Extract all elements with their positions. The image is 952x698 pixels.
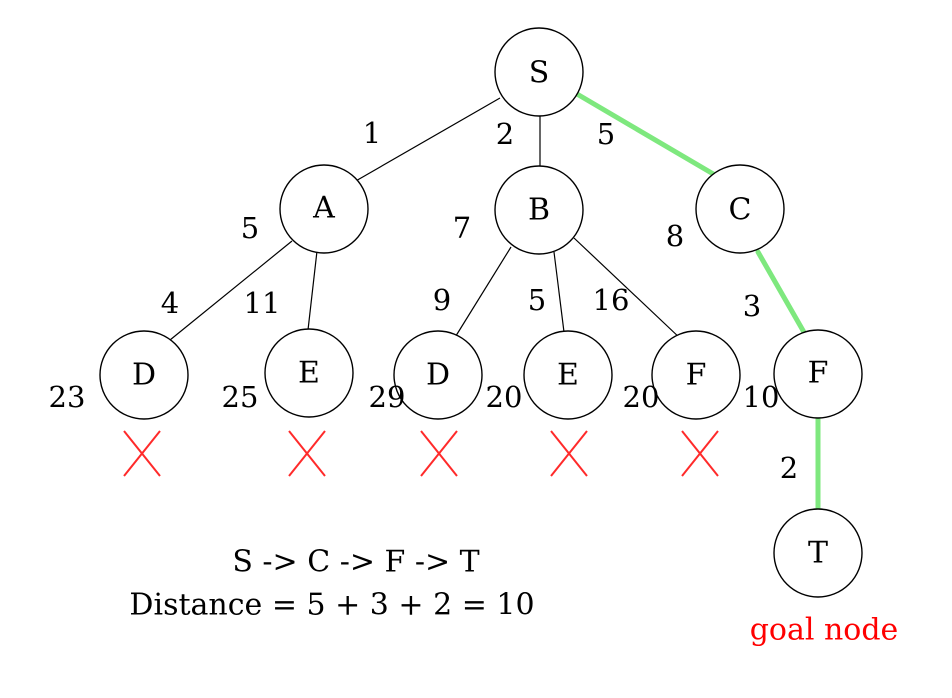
node-s-label: S — [529, 56, 550, 91]
goal-node-label: goal node — [750, 613, 899, 648]
node-e-2-label: E — [557, 358, 579, 393]
pruned-x-icon — [681, 430, 719, 477]
edge-cost-b-e: 5 — [528, 283, 546, 317]
node-f-2: F — [773, 329, 863, 419]
node-e-2: E — [523, 330, 613, 420]
pruned-marks — [123, 430, 719, 477]
node-t: T — [773, 508, 863, 598]
path-cost-c: 8 — [666, 219, 684, 253]
nodes: S A B C D E D E — [99, 27, 863, 598]
pruned-x-icon — [420, 430, 458, 477]
pruned-x-icon — [550, 430, 588, 477]
edge-cost-f-t: 2 — [780, 451, 798, 485]
node-a: A — [279, 164, 369, 254]
edge-b-d — [453, 246, 512, 340]
path-cost-a: 5 — [241, 211, 259, 245]
pruned-x-icon — [123, 430, 161, 477]
pruned-x-icon — [288, 430, 326, 477]
path-cost-e-1: 25 — [222, 380, 259, 414]
node-d-2: D — [393, 330, 483, 420]
edge-cost-b-f: 16 — [593, 283, 630, 317]
edge-b-f — [573, 237, 683, 341]
edge-a-d — [169, 240, 293, 341]
node-b-label: B — [528, 193, 550, 228]
node-c-label: C — [729, 193, 752, 228]
node-f-1-label: F — [686, 358, 707, 393]
edge-cost-b-d: 9 — [433, 283, 451, 317]
edge-cost-labels: 1 2 5 4 11 9 5 16 3 2 — [161, 116, 798, 485]
node-e-1-label: E — [298, 356, 320, 391]
path-cost-d-2: 29 — [369, 380, 406, 414]
edge-cost-a-d: 4 — [161, 286, 179, 320]
node-t-label: T — [808, 536, 828, 571]
edge-a-e — [307, 250, 318, 331]
edge-s-a — [353, 97, 501, 183]
edge-b-e — [553, 251, 565, 333]
node-f-1: F — [651, 330, 741, 420]
node-a-label: A — [312, 191, 335, 226]
edges — [169, 91, 821, 515]
edge-cost-s-a: 1 — [363, 116, 381, 150]
node-d-2-label: D — [426, 358, 450, 393]
path-cost-labels: 5 7 8 23 25 29 20 20 10 — [49, 211, 780, 414]
edge-cost-a-e: 11 — [244, 286, 281, 320]
node-d-1: D — [99, 330, 189, 420]
edge-cost-c-f: 3 — [743, 289, 761, 323]
edge-cost-s-c: 5 — [597, 117, 615, 151]
node-c: C — [695, 164, 785, 254]
node-d-1-label: D — [132, 358, 156, 393]
path-cost-f-2: 10 — [743, 380, 780, 414]
node-b: B — [494, 165, 584, 255]
path-cost-b: 7 — [453, 211, 471, 245]
result-distance: Distance = 5 + 3 + 2 = 10 — [129, 588, 534, 623]
edge-c-f-highlighted — [755, 249, 808, 337]
edge-s-c-highlighted — [574, 91, 718, 178]
node-e-1: E — [264, 328, 354, 418]
node-s: S — [494, 27, 584, 117]
path-cost-e-2: 20 — [486, 380, 523, 414]
result-path: S -> C -> F -> T — [232, 545, 479, 580]
result-summary: S -> C -> F -> T Distance = 5 + 3 + 2 = … — [129, 545, 534, 623]
node-f-2-label: F — [808, 356, 829, 391]
edge-cost-s-b: 2 — [496, 117, 514, 151]
path-cost-d-1: 23 — [49, 380, 86, 414]
path-cost-f-1: 20 — [623, 380, 660, 414]
